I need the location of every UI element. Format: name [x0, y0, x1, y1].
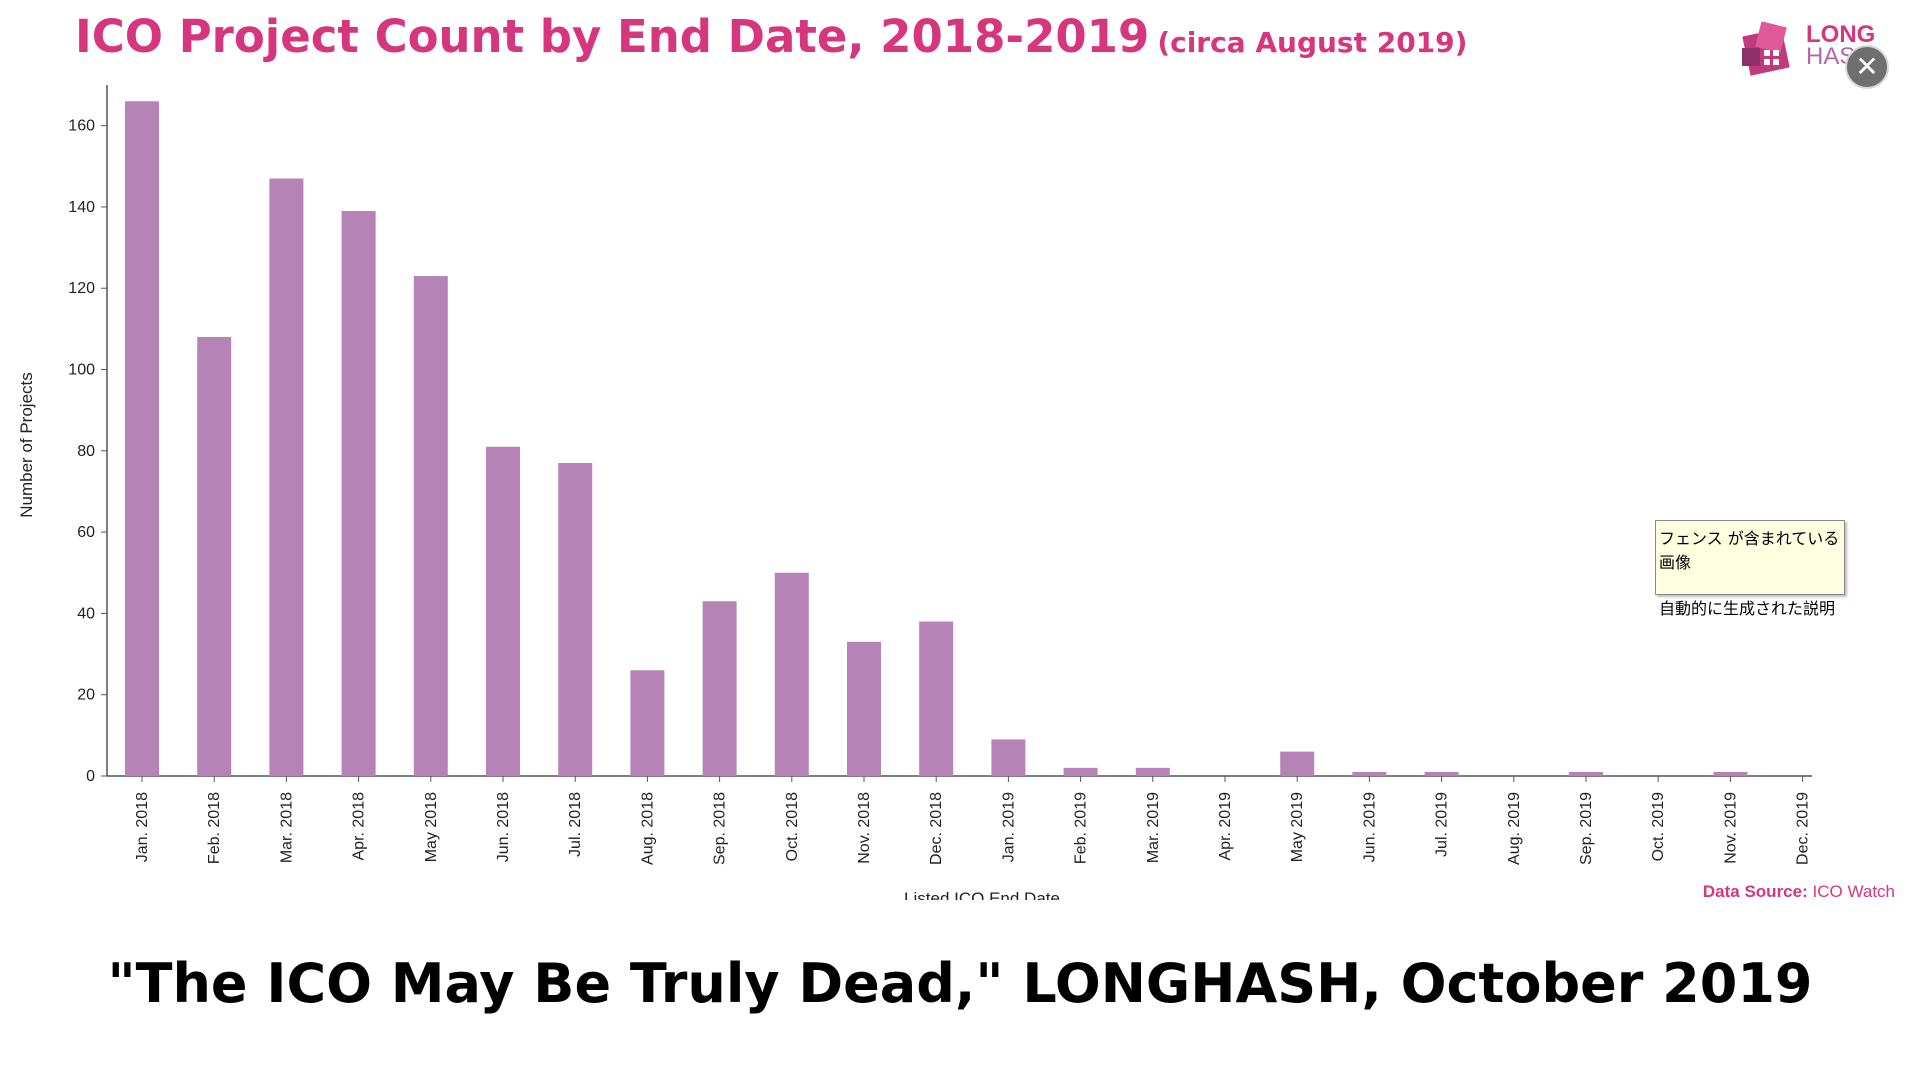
data-source-value: ICO Watch: [1812, 882, 1896, 901]
x-tick-label: Nov. 2018: [856, 792, 873, 864]
x-axis-title: Listed ICO End Date: [904, 889, 1060, 900]
x-tick-label: Dec. 2018: [928, 792, 945, 865]
chart-title: ICO Project Count by End Date, 2018-2019…: [75, 10, 1467, 63]
x-tick-label: May 2018: [423, 792, 440, 862]
bar: [341, 211, 376, 777]
y-tick-label: 140: [68, 199, 95, 216]
x-tick-label: Sep. 2018: [712, 792, 729, 865]
bar: [1424, 771, 1459, 776]
bar: [630, 670, 665, 776]
x-tick-label: Apr. 2019: [1217, 792, 1234, 861]
chart-title-text: ICO Project Count by End Date, 2018-2019: [75, 10, 1150, 63]
bar: [558, 463, 593, 776]
x-tick-label: Feb. 2019: [1073, 792, 1090, 864]
bar: [1352, 771, 1387, 776]
caption: "The ICO May Be Truly Dead," LONGHASH, O…: [107, 952, 1813, 1015]
bar: [486, 446, 520, 776]
bar: [1280, 751, 1315, 776]
tooltip-line-1: フェンス が含まれている画像: [1659, 529, 1840, 572]
x-tick-label: Oct. 2018: [784, 792, 801, 861]
data-source: Data Source: ICO Watch: [1703, 882, 1895, 902]
x-tick-label: Apr. 2018: [351, 792, 368, 861]
bar: [919, 621, 954, 776]
close-button[interactable]: ✕: [1845, 45, 1889, 89]
bar: [269, 178, 304, 777]
x-tick-label: Dec. 2019: [1795, 792, 1812, 865]
y-tick-label: 100: [68, 362, 95, 379]
x-tick-label: Sep. 2019: [1578, 792, 1595, 865]
x-tick-label: Jan. 2018: [134, 792, 151, 862]
y-tick-label: 160: [68, 118, 95, 135]
bar: [413, 276, 448, 776]
bar: [1713, 771, 1748, 776]
data-source-label: Data Source:: [1702, 882, 1808, 901]
bar: [991, 739, 1026, 776]
bar: [1135, 767, 1170, 776]
logo-text-top: LONG: [1806, 21, 1876, 48]
bar: [125, 101, 159, 776]
x-tick-label: Oct. 2019: [1650, 792, 1667, 861]
bar: [1063, 767, 1098, 776]
y-axis-title: Number of Projects: [17, 372, 36, 518]
bar: [774, 572, 809, 776]
y-tick-label: 60: [77, 524, 95, 541]
x-tick-label: Aug. 2018: [639, 792, 656, 865]
longhash-logo-mark: [1742, 22, 1790, 76]
x-tick-label: Mar. 2018: [278, 792, 295, 863]
bar: [1569, 771, 1603, 776]
y-tick-label: 120: [68, 280, 95, 297]
y-tick-label: 0: [86, 768, 95, 785]
x-tick-label: Nov. 2019: [1722, 792, 1739, 864]
x-tick-label: Jun. 2018: [495, 792, 512, 862]
x-tick-label: Jan. 2019: [1000, 792, 1017, 862]
x-tick-label: Aug. 2019: [1506, 792, 1523, 865]
x-tick-label: Feb. 2018: [206, 792, 223, 864]
close-icon: ✕: [1855, 50, 1879, 83]
x-tick-label: Jun. 2019: [1361, 792, 1378, 862]
x-tick-label: May 2019: [1289, 792, 1306, 862]
bar: [197, 337, 232, 776]
y-tick-label: 40: [77, 605, 95, 622]
x-tick-label: Jul. 2018: [567, 792, 584, 857]
y-tick-label: 20: [77, 687, 95, 704]
x-tick-label: Jul. 2019: [1434, 792, 1451, 857]
bar: [847, 641, 881, 776]
x-tick-label: Mar. 2019: [1145, 792, 1162, 863]
tooltip-line-2: 自動的に生成された説明: [1659, 599, 1836, 618]
chart-subtitle: (circa August 2019): [1157, 26, 1468, 59]
alt-text-tooltip: フェンス が含まれている画像 自動的に生成された説明: [1655, 520, 1845, 618]
bar-chart: 0 20 40 60 80 100 120 140 160 Jan. 2018 Feb. 2018 M…: [17, 85, 1812, 900]
bar: [702, 601, 737, 776]
y-tick-label: 80: [77, 443, 95, 460]
